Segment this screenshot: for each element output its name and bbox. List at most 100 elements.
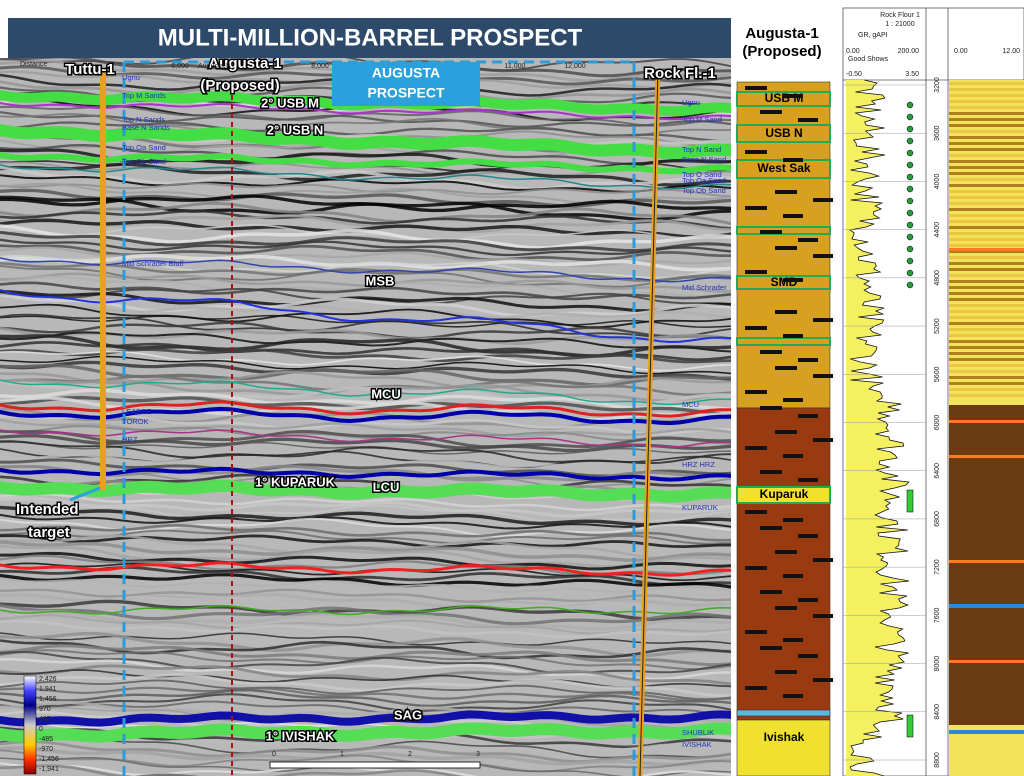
pick-label: SHUBLIK [682,728,714,737]
seismic-trace [0,418,731,438]
show-dot [906,245,914,253]
seismic-trace [0,293,731,317]
well-label: (Proposed) [200,77,279,94]
depth-label: 3200 [934,77,941,93]
depth-label: 8000 [934,656,941,672]
lith-band [949,88,1024,91]
seismic-trace [0,425,731,445]
litho-dash [813,614,833,618]
litho-dash [760,646,782,650]
litho-dash [775,246,797,250]
litho-dash [745,630,767,634]
horizon-label: MCU [371,386,401,401]
seismic-trace [0,649,731,671]
seismic-trace [0,224,731,242]
depth-label: 5200 [934,318,941,334]
target-label: target [28,524,70,541]
scalebar [269,761,481,769]
lith-band [949,730,1024,734]
lith-band [949,292,1024,295]
depth-label: 7600 [934,607,941,623]
litho-dash [783,638,803,642]
lith-band [949,250,1024,253]
depth-label: 6800 [934,511,941,527]
litho-dash [798,598,818,602]
lith-band [949,214,1024,217]
litho-dash [775,670,797,674]
litho-dash [745,390,767,394]
pick-label: Top Ob Sand [122,157,166,166]
lith-band [949,106,1024,109]
seismic-trace [0,673,731,698]
lith-band [949,172,1024,175]
lith-band [949,124,1024,127]
litho-dash [813,558,833,562]
unit-label: West Sak [757,161,810,175]
litho-dash [798,358,818,362]
seismic-trace [0,238,731,257]
litho-dash [760,350,782,354]
lith-band [949,208,1024,211]
lith-band [949,232,1024,235]
lith-band [949,130,1024,133]
depth-label: 6400 [934,463,941,479]
seismic-trace [0,363,731,387]
depth-label: 4800 [934,270,941,286]
litho-dash [783,158,803,162]
column-title: Augusta-1 [745,25,818,42]
seismic-trace [0,495,731,518]
colorbar-label: -970 [39,746,53,753]
litho-dash [783,398,803,402]
pick-label: Base N Sands [122,123,170,132]
lith-band [949,405,1024,725]
pick-label: Ugnu [122,73,140,82]
litho-interval [736,407,831,721]
seismic-trace [0,380,731,406]
litho-dash [783,518,803,522]
seismic-trace [0,246,731,268]
lith-band [949,220,1024,223]
litho-unit [736,91,831,107]
seismic-overlay: AUGUSTA PROSPECT Tuttu-1 Augusta-1 (Proposed… [15,53,727,776]
litho-dash [775,606,797,610]
seismic-trace [0,434,731,453]
seismic-trace [0,639,731,660]
lith-band [949,190,1024,193]
pick-label: TOROK [122,417,149,426]
horizon-label: SAG [394,707,422,722]
litho-dash [760,470,782,474]
lith-band [949,560,1024,563]
litho-dash [745,686,767,690]
lith-band [949,340,1024,343]
colorbar-label: 2,426 [39,676,57,683]
lith-band [949,256,1024,259]
colorbar-label: 970 [39,706,51,713]
lith-band [949,112,1024,115]
seismic-trace [0,679,731,701]
log-well: Rock Flour 1 [880,12,920,19]
show-dot [906,185,914,193]
seismic-trace [0,174,731,193]
log-curve: GR, gAPI [858,32,888,39]
lith-band [949,346,1024,349]
litho-dash [745,150,767,154]
seismic-trace [0,209,731,230]
distance-tick: 12,000 [564,63,586,70]
depth-label: 3600 [934,125,941,141]
litho-dash [798,414,818,418]
pick-label: Mid Schrader [682,283,727,292]
show-dot [906,281,914,289]
scalebar-label: 1 [340,751,344,758]
depth-label: 7200 [934,559,941,575]
seismic-trace [0,534,731,549]
log-range: 12.00 [1002,48,1020,55]
seismic-trace [0,290,731,313]
seismic-trace [0,664,731,686]
lith-band [949,394,1024,397]
lith-band [949,100,1024,103]
horizon-label: 1° KUPARUK [255,474,336,489]
horizon-label: MSB [366,273,395,288]
pick-label: Top M Sands [122,91,166,100]
lith-band [949,316,1024,319]
